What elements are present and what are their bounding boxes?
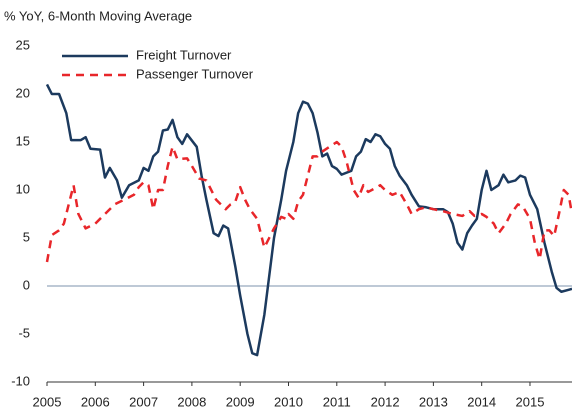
legend-label: Freight Turnover xyxy=(136,47,232,62)
data-line xyxy=(45,140,572,263)
y-tick-label: 20 xyxy=(16,85,30,100)
y-tick-label: -5 xyxy=(18,325,30,340)
x-tick-label: 2013 xyxy=(419,394,448,409)
x-tick-label: 2012 xyxy=(371,394,400,409)
x-tick-label: 2006 xyxy=(81,394,110,409)
y-tick-label: 25 xyxy=(16,37,30,52)
x-tick-label: 2009 xyxy=(226,394,255,409)
x-tick-label: 2011 xyxy=(323,394,351,409)
x-tick-label: 2010 xyxy=(274,394,303,409)
y-tick-label: 5 xyxy=(23,229,30,244)
chart-title: % YoY, 6-Month Moving Average xyxy=(4,8,192,23)
y-tick-label: 15 xyxy=(16,133,30,148)
x-tick-label: 2005 xyxy=(33,394,62,409)
x-tick-label: 2008 xyxy=(177,394,206,409)
legend-label: Passenger Turnover xyxy=(136,66,254,81)
x-tick-label: 2015 xyxy=(516,394,545,409)
data-line xyxy=(45,83,572,357)
y-tick-label: -10 xyxy=(11,373,30,388)
x-tick-label: 2007 xyxy=(129,394,158,409)
y-tick-label: 10 xyxy=(16,181,30,196)
y-tick-label: 0 xyxy=(23,277,30,292)
x-tick-label: 2014 xyxy=(467,394,496,409)
